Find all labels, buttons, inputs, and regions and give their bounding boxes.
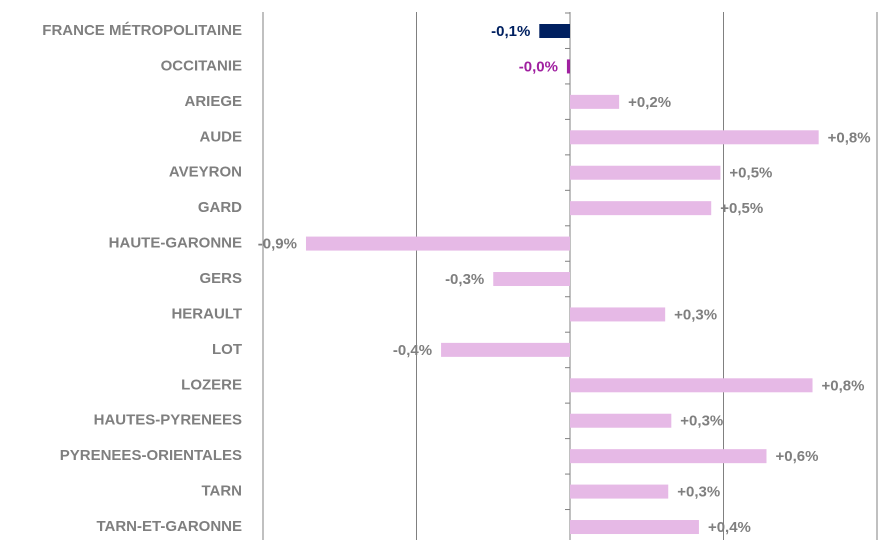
data-label: +0,3% bbox=[674, 306, 717, 323]
bar bbox=[570, 94, 620, 109]
category-label: GARD bbox=[198, 199, 242, 216]
category-label: ARIEGE bbox=[184, 93, 242, 110]
bar bbox=[570, 130, 819, 145]
data-label: +0,5% bbox=[729, 165, 772, 182]
bar bbox=[305, 236, 570, 251]
bar bbox=[570, 378, 813, 393]
data-label: +0,6% bbox=[775, 448, 818, 465]
data-label: -0,0% bbox=[519, 58, 558, 75]
category-label: HAUTE-GARONNE bbox=[109, 235, 242, 252]
category-label: AVEYRON bbox=[169, 164, 242, 181]
data-label: +0,3% bbox=[680, 413, 723, 430]
category-label: LOT bbox=[212, 341, 242, 358]
category-label: GERS bbox=[199, 270, 242, 287]
data-label: -0,4% bbox=[393, 342, 432, 359]
bar bbox=[441, 342, 570, 357]
bar bbox=[539, 24, 570, 38]
category-label: HAUTES-PYRENEES bbox=[94, 412, 242, 429]
category-label: FRANCE MÉTROPOLITAINE bbox=[42, 22, 242, 39]
category-label: PYRENEES-ORIENTALES bbox=[60, 447, 242, 464]
bar bbox=[570, 165, 721, 180]
data-label: +0,8% bbox=[822, 377, 865, 394]
data-label: +0,5% bbox=[720, 200, 763, 217]
category-label: TARN-ET-GARONNE bbox=[96, 518, 242, 535]
bar bbox=[566, 59, 570, 74]
category-label: AUDE bbox=[199, 128, 242, 145]
bar bbox=[570, 520, 699, 535]
bar bbox=[570, 307, 666, 322]
category-label: HERAULT bbox=[171, 305, 242, 322]
bar bbox=[570, 484, 669, 499]
category-label: LOZERE bbox=[181, 376, 242, 393]
data-label: -0,3% bbox=[445, 271, 484, 288]
data-label: +0,3% bbox=[677, 484, 720, 501]
data-label: +0,8% bbox=[828, 129, 871, 146]
bar bbox=[570, 201, 712, 216]
data-label: +0,4% bbox=[708, 519, 751, 536]
category-label: TARN bbox=[201, 483, 242, 500]
data-label: +0,2% bbox=[628, 94, 671, 111]
data-label: -0,1% bbox=[491, 23, 530, 40]
bar bbox=[570, 449, 767, 464]
bar bbox=[493, 272, 570, 287]
data-label: -0,9% bbox=[258, 236, 297, 253]
category-label: OCCITANIE bbox=[161, 57, 242, 74]
bar bbox=[570, 413, 672, 428]
